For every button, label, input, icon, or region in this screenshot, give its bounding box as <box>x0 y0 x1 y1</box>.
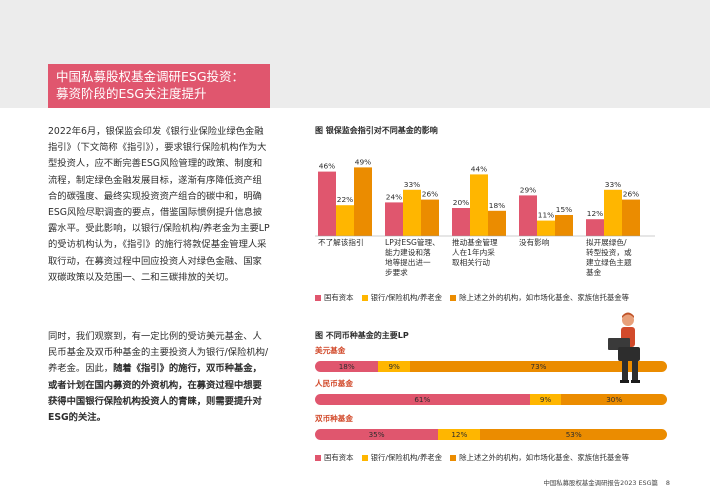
chart1-category-label-line: 取相关行动 <box>452 258 490 267</box>
chart1-bar <box>488 210 506 236</box>
chart1-bar <box>519 195 537 236</box>
chart1-bar <box>452 208 470 236</box>
chart1-category-label-line: 转型投资，或 <box>586 248 632 257</box>
chart1-data-label: 46% <box>319 162 335 171</box>
chart2-bar-segment: 9% <box>378 361 411 372</box>
chart2-stacked-bar: 18% 9% 73% <box>315 361 667 372</box>
body-paragraph-1: 2022年6月，银保监会印发《银行业保险业绿色金融指引》（下文简称《指引》），要… <box>48 126 270 283</box>
chart2-title: 图 不同币种基金的主要LP <box>315 331 409 340</box>
chart2-legend-label: 银行/保险机构/养老金 <box>370 453 443 462</box>
chart1-bar <box>604 189 622 236</box>
chart1-data-label: 22% <box>337 195 353 204</box>
chart2-category-label: 双币种基金 <box>315 414 353 423</box>
chart1-category-label-line: 不了解该指引 <box>318 238 364 247</box>
chart1-category-label-line: 建立绿色主题 <box>586 258 632 267</box>
chart2-category-label: 人民币基金 <box>315 379 353 388</box>
chart1-bar <box>421 199 439 236</box>
chart1-data-label: 33% <box>404 180 420 189</box>
chart1-legend-item: 国有资本 <box>315 292 354 303</box>
chart1-bar <box>537 220 555 236</box>
chart1-category-label-line: LP对ESG管理、 <box>385 238 440 247</box>
chart1-category-label-line: 没有影响 <box>519 238 550 247</box>
chart2-bar-segment: 73% <box>410 361 667 372</box>
chart1-bar <box>318 171 336 236</box>
chart2-bar-segment: 9% <box>529 394 562 405</box>
chart1-category-label: 不了解该指引 <box>318 238 384 248</box>
chart1-bar <box>470 174 488 236</box>
chart2-legend-label: 国有资本 <box>324 453 354 462</box>
chart2-legend-item: 银行/保险机构/养老金 <box>361 452 443 463</box>
chart1-data-label: 33% <box>605 180 621 189</box>
chart1-legend-swatch <box>450 294 457 301</box>
chart2-legend-item: 国有资本 <box>315 452 354 463</box>
chart1-data-label: 26% <box>623 190 639 199</box>
chart1-legend-swatch <box>315 294 321 301</box>
chart1-legend-label: 除上述之外的机构，如市场化基金、家族信托基金等 <box>459 293 630 302</box>
chart1-data-label: 29% <box>520 185 536 194</box>
chart1-data-label: 12% <box>587 209 603 218</box>
chart1-bar <box>622 199 640 236</box>
page-title: 中国私募股权基金调研ESG投资： 募资阶段的ESG关注度提升 <box>48 64 270 108</box>
chart1-svg: 46%22%49%24%33%26%20%44%18%29%11%15% 12%3… <box>315 157 655 237</box>
chart1-bar <box>403 189 421 236</box>
chart1-category-label-line: 步要求 <box>385 268 408 277</box>
chart2-category-label: 美元基金 <box>315 346 346 355</box>
chart1-title: 图 银保监会指引对不同基金的影响 <box>315 126 438 135</box>
footer-report-name: 中国私募股权基金调研报告2023 ESG篇 <box>543 479 658 487</box>
body-paragraph-2: 同时，我们观察到，有一定比例的受访美元基金、人民币基金及双币种基金的主要投资人为… <box>48 329 270 426</box>
chart1-legend: 国有资本 银行/保险机构/养老金 除上述之外的机构，如市场化基金、家族信托基金等 <box>315 292 637 303</box>
chart1-category-label-line: 地等提出进一 <box>385 258 431 267</box>
chart2-stacked-bar: 35% 12% 53% <box>315 429 667 440</box>
chart2-legend-swatch <box>315 454 321 461</box>
chart2-bar-segment: 30% <box>561 394 667 405</box>
page-title-line1: 中国私募股权基金调研ESG投资： <box>56 69 245 84</box>
chart2-legend-swatch <box>450 454 457 461</box>
chart1-bar <box>586 219 604 236</box>
chart1-data-label: 49% <box>355 157 371 166</box>
chart2-legend-swatch <box>361 454 368 461</box>
chart1-category-label-line: 能力建设和落 <box>385 248 431 257</box>
chart2-bar-segment: 35% <box>315 429 439 440</box>
chart1-category-label-line: 人在1年内采 <box>452 248 495 257</box>
chart2-bar-segment: 12% <box>438 429 481 440</box>
chart2-bar-segment: 53% <box>480 429 667 440</box>
chart1-legend-swatch <box>361 294 368 301</box>
chart1-bar <box>336 205 354 236</box>
chart1-category-label: 拟开展绿色/转型投资，或 建立绿色主题 基金 <box>586 238 652 278</box>
chart2-legend-item: 除上述之外的机构，如市场化基金、家族信托基金等 <box>450 452 629 463</box>
chart1-data-label: 18% <box>489 201 505 210</box>
chart2-bar-segment: 61% <box>315 394 530 405</box>
chart1-category-label: 推动基金管理 人在1年内采 取相关行动 <box>452 238 518 268</box>
chart1-legend-label: 银行/保险机构/养老金 <box>370 293 443 302</box>
chart2-stacked-bar: 61% 9% 30% <box>315 394 667 405</box>
chart1-bar-chart: 46% 22% 49% 24% 33% 26% 20% 44% 18% 29% 11% 15% 12% 3… <box>315 140 675 270</box>
chart1-category-label: 没有影响 <box>519 238 585 248</box>
chart1-category-label: LP对ESG管理、 能力建设和落 地等提出进一 步要求 <box>385 238 451 278</box>
chart1-bar <box>555 215 573 236</box>
body-paragraph-2-bold: 随着《指引》的施行，双币种基金，或者计划在国内募资的外资机构，在募资过程中想要获… <box>48 363 262 424</box>
chart2-legend: 国有资本 银行/保险机构/养老金 除上述之外的机构，如市场化基金、家族信托基金等 <box>315 452 637 463</box>
chart1-category-label-line: 推动基金管理 <box>452 238 498 247</box>
chart1-legend-item: 银行/保险机构/养老金 <box>361 292 443 303</box>
chart1-bar <box>354 167 372 236</box>
chart1-data-label: 15% <box>556 205 572 214</box>
chart1-bar <box>385 202 403 236</box>
chart1-data-label: 24% <box>386 192 402 201</box>
page-title-line2: 募资阶段的ESG关注度提升 <box>56 86 207 101</box>
chart1-legend-label: 国有资本 <box>324 293 354 302</box>
page-footer: 中国私募股权基金调研报告2023 ESG篇 8 <box>544 478 671 487</box>
body-paragraph-2-normal: 同时，我们观察到，有一定比例的受访美元基金、人民币基金及双币种基金的主要投资人为… <box>48 331 269 375</box>
chart1-category-label-line: 拟开展绿色/ <box>586 238 627 247</box>
chart2-legend-label: 除上述之外的机构，如市场化基金、家族信托基金等 <box>459 453 630 462</box>
page-number: 8 <box>665 479 670 487</box>
chart1-legend-item: 除上述之外的机构，如市场化基金、家族信托基金等 <box>450 292 629 303</box>
chart1-data-label: 20% <box>453 198 469 207</box>
person-with-laptop-illustration <box>608 312 640 383</box>
chart1-category-label-line: 基金 <box>586 268 602 277</box>
chart2-bar-segment: 18% <box>315 361 379 372</box>
chart1-data-label: 44% <box>471 164 487 173</box>
chart1-data-label: 11% <box>538 211 554 220</box>
chart1-data-label: 26% <box>422 190 438 199</box>
